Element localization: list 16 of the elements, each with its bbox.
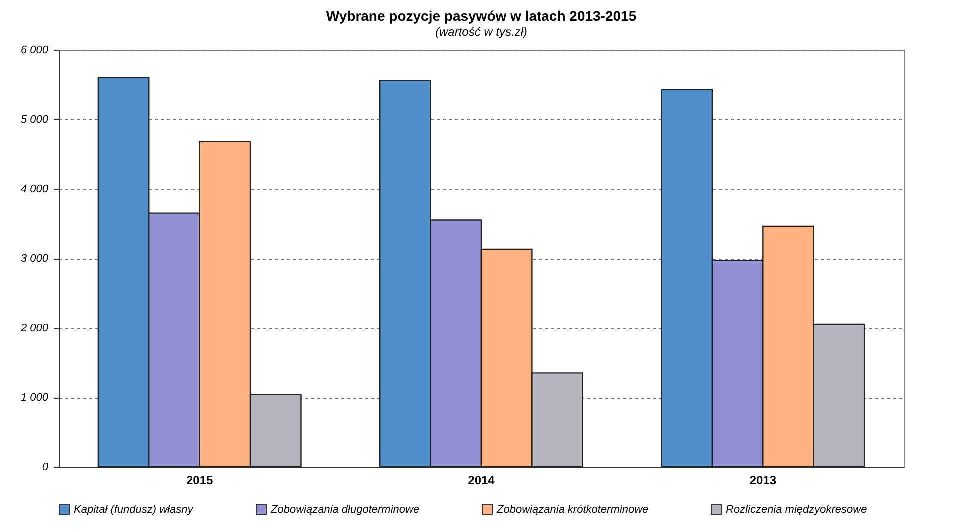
y-tick-label: 4 000 [20, 184, 50, 196]
y-tick-label: 6 000 [20, 44, 50, 56]
legend-label: Kapitał (fundusz) własny [74, 504, 195, 516]
legend-label: Zobowiązania długoterminowe [270, 504, 420, 516]
y-tick-label: 5 000 [20, 114, 50, 126]
x-tick-label: 2013 [750, 474, 777, 488]
legend-label: Rozliczenia międzyokresowe [726, 504, 868, 516]
chart-title: Wybrane pozycje pasywów w latach 2013-2015 [326, 8, 637, 24]
chart-subtitle: (wartość w tys.zł) [435, 25, 528, 39]
y-tick-label: 0 [42, 462, 50, 474]
y-tick-label: 2 000 [20, 322, 50, 334]
y-tick-label: 1 000 [20, 392, 50, 404]
y-tick-label: 3 000 [20, 253, 50, 265]
x-tick-label: 2014 [468, 474, 496, 488]
x-tick-label: 2015 [186, 474, 214, 488]
legend-label: Zobowiązania krótkoterminowe [496, 504, 649, 516]
